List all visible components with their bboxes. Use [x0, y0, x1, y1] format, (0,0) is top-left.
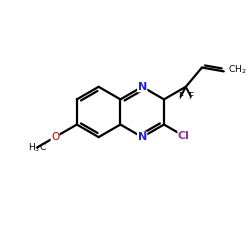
Text: O: O — [51, 132, 59, 142]
Text: F: F — [188, 92, 194, 101]
Text: F: F — [178, 92, 183, 101]
Text: Cl: Cl — [178, 131, 190, 141]
Text: N: N — [138, 82, 147, 92]
Text: CH$_2$: CH$_2$ — [228, 64, 246, 76]
Text: H$_3$C: H$_3$C — [28, 141, 47, 154]
Text: N: N — [138, 132, 147, 142]
